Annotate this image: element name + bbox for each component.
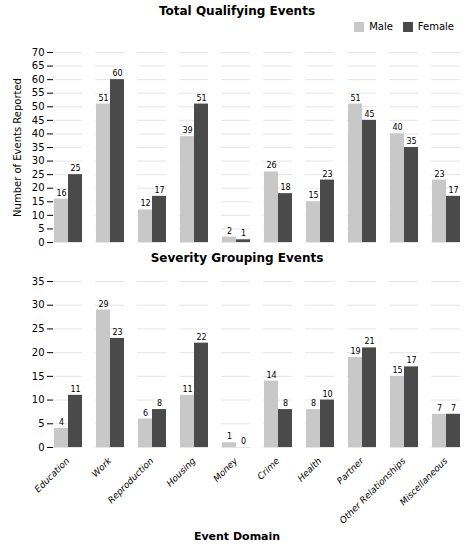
svg-text:18: 18 <box>280 183 290 192</box>
svg-text:17: 17 <box>154 186 164 195</box>
svg-text:Other Relationships: Other Relationships <box>338 455 408 525</box>
svg-text:7: 7 <box>437 404 442 413</box>
svg-text:15: 15 <box>308 191 318 200</box>
svg-text:0: 0 <box>241 437 246 446</box>
svg-text:Health: Health <box>295 456 323 484</box>
svg-text:5: 5 <box>38 418 44 429</box>
svg-text:8: 8 <box>157 399 162 408</box>
svg-text:7: 7 <box>451 404 456 413</box>
svg-text:35: 35 <box>32 142 45 153</box>
svg-text:20: 20 <box>32 347 45 358</box>
svg-text:35: 35 <box>406 137 416 146</box>
svg-text:19: 19 <box>350 347 360 356</box>
html-text:Total Qualifying Events: Total Qualifying Events <box>159 4 315 18</box>
svg-text:1: 1 <box>241 229 246 238</box>
svg-text:17: 17 <box>406 356 416 365</box>
svg-text:30: 30 <box>32 155 45 166</box>
svg-text:Money: Money <box>211 455 240 484</box>
svg-text:2: 2 <box>227 227 232 236</box>
svg-text:51: 51 <box>350 94 360 103</box>
svg-text:60: 60 <box>112 69 122 78</box>
svg-text:0: 0 <box>38 237 44 248</box>
svg-text:12: 12 <box>140 199 150 208</box>
svg-text:4: 4 <box>59 418 64 427</box>
svg-text:6: 6 <box>143 409 148 418</box>
svg-text:5: 5 <box>38 223 44 234</box>
svg-text:10: 10 <box>322 390 332 399</box>
svg-text:25: 25 <box>70 164 80 173</box>
svg-text:20: 20 <box>32 182 45 193</box>
svg-text:30: 30 <box>32 299 45 310</box>
svg-text:26: 26 <box>266 161 276 170</box>
svg-text:25: 25 <box>32 169 45 180</box>
svg-text:Miscellaneous: Miscellaneous <box>398 455 450 507</box>
svg-text:11: 11 <box>70 385 80 394</box>
html-text:Event Domain: Event Domain <box>193 530 281 543</box>
svg-text:60: 60 <box>32 74 45 85</box>
svg-text:15: 15 <box>32 196 45 207</box>
svg-text:51: 51 <box>98 94 108 103</box>
svg-text:50: 50 <box>32 101 45 112</box>
svg-text:Crime: Crime <box>255 455 281 481</box>
svg-text:39: 39 <box>182 126 192 135</box>
svg-text:35: 35 <box>32 276 45 287</box>
svg-text:25: 25 <box>32 323 45 334</box>
svg-text:10: 10 <box>32 210 45 221</box>
svg-text:Number of Events Reported: Number of Events Reported <box>12 78 23 217</box>
svg-text:51: 51 <box>196 94 206 103</box>
svg-text:8: 8 <box>283 399 288 408</box>
svg-text:14: 14 <box>266 371 276 380</box>
svg-text:8: 8 <box>311 399 316 408</box>
html-text:Female: Female <box>417 21 454 32</box>
html-text:Male: Male <box>369 21 393 32</box>
svg-text:55: 55 <box>32 87 45 98</box>
svg-text:23: 23 <box>434 170 444 179</box>
svg-text:11: 11 <box>182 385 192 394</box>
svg-text:Work: Work <box>90 455 114 479</box>
html-text:Severity Grouping Events: Severity Grouping Events <box>150 251 324 265</box>
svg-text:15: 15 <box>392 366 402 375</box>
svg-text:Reproduction: Reproduction <box>106 456 156 506</box>
svg-text:21: 21 <box>364 337 374 346</box>
svg-text:Education: Education <box>33 456 72 495</box>
svg-text:0: 0 <box>38 442 44 453</box>
svg-text:15: 15 <box>32 371 45 382</box>
svg-text:45: 45 <box>32 115 45 126</box>
svg-text:23: 23 <box>322 170 332 179</box>
svg-text:17: 17 <box>448 186 458 195</box>
svg-text:45: 45 <box>364 110 374 119</box>
svg-text:65: 65 <box>32 60 45 71</box>
svg-text:16: 16 <box>56 189 66 198</box>
svg-text:70: 70 <box>32 47 45 58</box>
svg-text:40: 40 <box>392 123 402 132</box>
svg-text:Partner: Partner <box>335 455 366 486</box>
svg-text:40: 40 <box>32 128 45 139</box>
svg-text:Housing: Housing <box>165 456 198 489</box>
svg-text:29: 29 <box>98 300 108 309</box>
svg-text:22: 22 <box>196 333 206 342</box>
svg-text:1: 1 <box>227 432 232 441</box>
svg-text:23: 23 <box>112 328 122 337</box>
svg-text:10: 10 <box>32 394 45 405</box>
